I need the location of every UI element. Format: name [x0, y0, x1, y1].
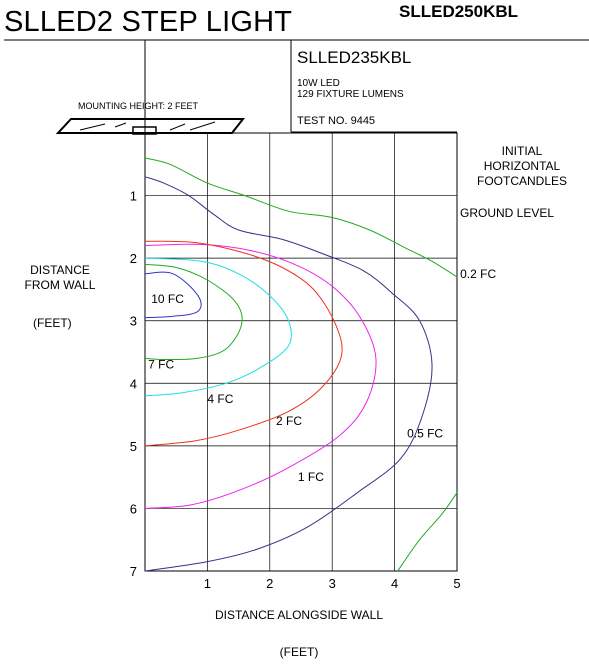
contour-label: 1 FC [298, 470, 324, 484]
contour-label: 4 FC [207, 392, 233, 406]
contour-0-2-fc [398, 493, 457, 571]
contour-0-2-fc [145, 158, 457, 277]
x-tick-label: 2 [266, 576, 273, 591]
contour-label: 7 FC [148, 358, 174, 372]
contour-lines [145, 158, 457, 571]
contour-label: 0.5 FC [407, 426, 443, 440]
y-tick-label: 7 [130, 564, 137, 579]
plot-frame [145, 133, 457, 571]
x-tick-label: 4 [391, 576, 398, 591]
x-tick-label: 1 [204, 576, 211, 591]
fixture-icon [58, 119, 243, 134]
x-tick-label: 5 [453, 576, 460, 591]
chart-grid [145, 133, 457, 571]
contour-label: 0.2 FC [460, 267, 496, 281]
contour-1-fc [145, 244, 376, 508]
contour-label: 10 FC [151, 292, 184, 306]
contour-0-5-fc [145, 177, 432, 571]
y-tick-label: 2 [130, 251, 137, 266]
contour-7-fc [145, 264, 242, 359]
y-tick-label: 1 [130, 189, 137, 204]
y-tick-label: 5 [130, 439, 137, 454]
y-tick-label: 4 [130, 376, 137, 391]
contour-label: 2 FC [276, 414, 302, 428]
y-tick-label: 3 [130, 314, 137, 329]
x-tick-label: 3 [329, 576, 336, 591]
axis-ticks: 1 2 3 4 5 1 2 3 4 5 6 7 [130, 189, 461, 591]
contour-2-fc [145, 241, 342, 446]
y-tick-label: 6 [130, 501, 137, 516]
